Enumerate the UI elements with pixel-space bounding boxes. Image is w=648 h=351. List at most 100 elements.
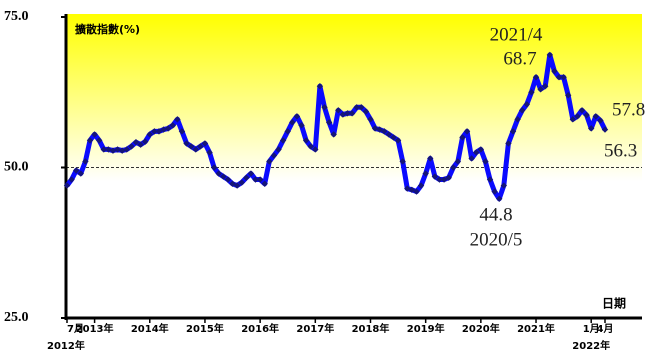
data-point — [187, 143, 195, 150]
data-point — [450, 164, 457, 171]
x-tick-label: 2020年 — [462, 322, 500, 335]
data-point — [528, 89, 535, 96]
data-point — [100, 146, 107, 153]
x-tick-label: 1月 2022年 — [572, 323, 610, 351]
data-point — [565, 92, 572, 99]
x-tick-label: 7月 2012年 — [47, 323, 85, 351]
x-tick-label: 2014年 — [131, 322, 169, 335]
value-label: 57.8 — [612, 99, 645, 120]
data-point — [91, 131, 98, 138]
data-point — [141, 138, 149, 145]
y-axis-label: 擴散指數(%) — [75, 22, 140, 36]
data-point — [321, 104, 328, 111]
y-tick-label: 25.0 — [4, 310, 29, 325]
data-point — [82, 158, 89, 165]
data-point — [431, 173, 439, 180]
data-point — [427, 155, 434, 162]
data-point — [256, 176, 264, 183]
data-point — [496, 195, 503, 203]
data-point — [551, 67, 558, 75]
data-point — [95, 137, 103, 144]
data-point — [482, 158, 489, 165]
x-tick-label: 2017年 — [296, 322, 334, 335]
value-label: 68.7 — [503, 48, 536, 69]
x-tick-label: 2016年 — [241, 322, 279, 335]
x-tick-label: 2019年 — [407, 322, 445, 335]
data-point — [473, 149, 480, 156]
data-point — [537, 86, 544, 93]
data-point — [344, 110, 351, 117]
data-point — [404, 185, 411, 192]
data-point — [546, 51, 554, 59]
data-point — [445, 174, 452, 181]
y-tick-label: 50.0 — [4, 160, 29, 175]
data-point — [330, 131, 337, 138]
data-point — [463, 128, 471, 135]
data-point — [316, 83, 324, 90]
data-point — [381, 128, 388, 135]
data-point — [560, 74, 567, 81]
data-point — [555, 74, 563, 81]
data-point — [307, 143, 314, 150]
annotation: 2020/5 — [470, 229, 523, 250]
data-point — [197, 143, 204, 150]
data-point — [597, 117, 604, 124]
data-point — [394, 137, 402, 144]
data-point — [302, 137, 310, 144]
plot-area — [66, 14, 642, 318]
data-point — [339, 111, 347, 118]
data-point — [459, 134, 466, 141]
data-point — [243, 174, 250, 181]
data-point — [509, 128, 517, 135]
x-tick-label: 4月 — [597, 323, 614, 335]
data-point — [252, 176, 259, 183]
data-point — [376, 126, 383, 133]
data-point — [358, 104, 365, 111]
data-point — [417, 182, 425, 189]
data-point — [109, 147, 117, 154]
data-point — [169, 122, 176, 129]
data-point — [284, 128, 291, 135]
data-point — [72, 167, 80, 174]
data-point — [298, 122, 305, 129]
data-point — [500, 182, 508, 189]
data-point — [491, 188, 498, 195]
data-point — [215, 170, 222, 177]
data-point — [238, 179, 245, 186]
data-point — [367, 116, 374, 123]
data-point — [532, 74, 540, 81]
data-point — [68, 176, 75, 183]
data-point — [183, 140, 190, 147]
data-point — [261, 180, 268, 187]
data-point — [279, 137, 287, 144]
data-point — [270, 152, 278, 159]
data-point — [574, 113, 581, 120]
data-point — [436, 176, 443, 183]
data-point — [224, 176, 232, 183]
data-point — [514, 116, 521, 123]
data-point — [325, 119, 333, 126]
data-point — [592, 113, 600, 120]
data-point — [353, 104, 360, 111]
data-point — [118, 147, 126, 154]
data-point — [468, 155, 475, 162]
data-point — [293, 113, 301, 120]
data-point — [123, 146, 130, 153]
data-point — [505, 140, 512, 147]
data-point — [174, 116, 181, 123]
data-point — [86, 137, 94, 144]
data-point — [477, 146, 485, 153]
x-tick-label: 2015年 — [186, 322, 224, 335]
data-point — [399, 158, 406, 165]
data-point — [146, 131, 153, 138]
data-point — [132, 139, 140, 146]
data-point — [233, 182, 241, 189]
data-point — [519, 107, 526, 114]
x-tick-label: 2013年 — [76, 322, 114, 335]
data-point — [348, 110, 356, 117]
data-point — [151, 128, 158, 135]
data-point — [164, 125, 172, 132]
value-label: 44.8 — [479, 204, 512, 225]
data-point — [588, 125, 595, 132]
